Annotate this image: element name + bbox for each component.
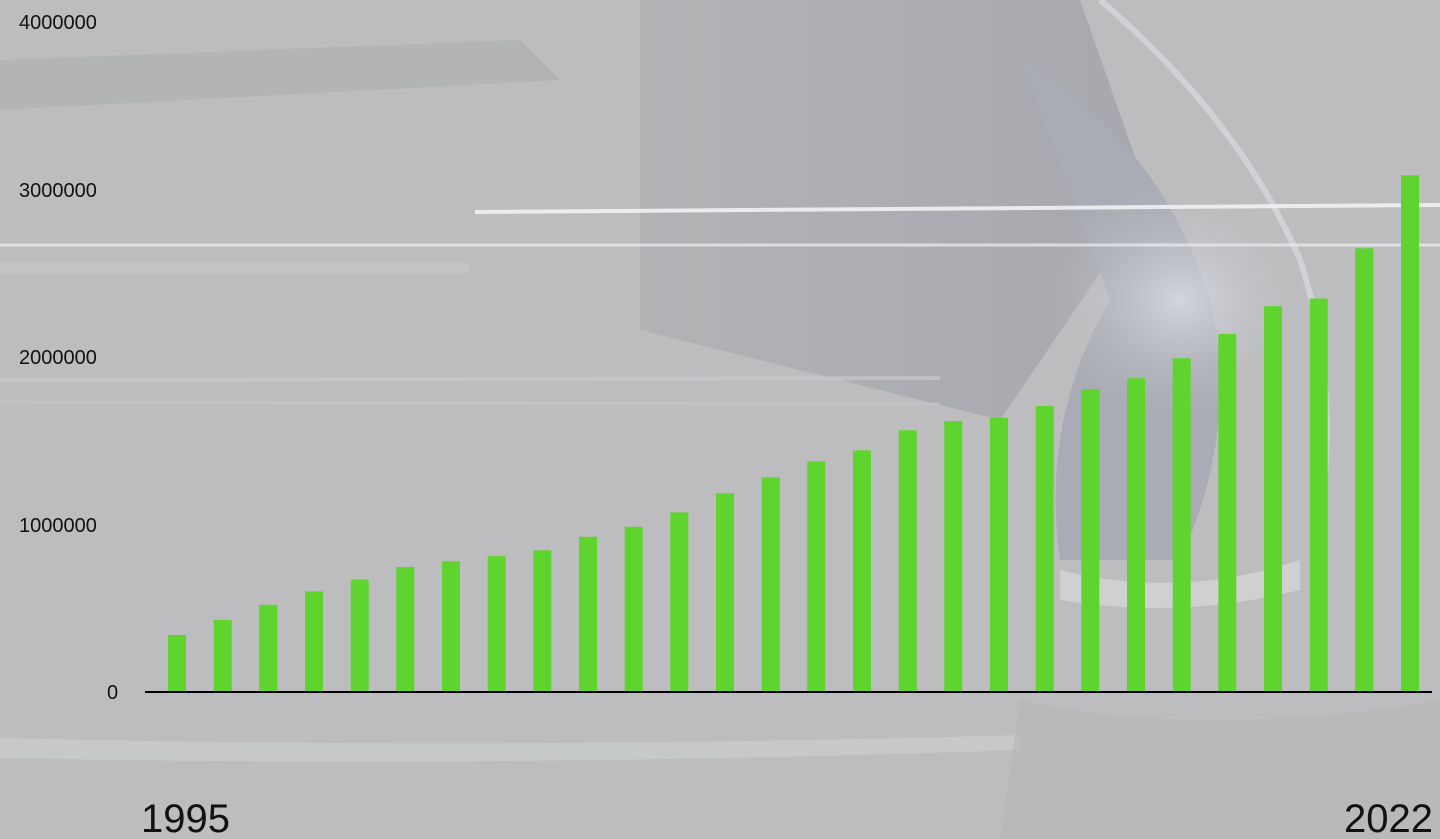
y-tick-label-2000000: 2000000 bbox=[19, 347, 97, 369]
bar-1996 bbox=[213, 619, 232, 692]
y-tick-label-3000000: 3000000 bbox=[19, 180, 97, 202]
bar-2021 bbox=[1355, 248, 1374, 693]
bar-2012 bbox=[944, 421, 963, 692]
bar-2010 bbox=[853, 450, 871, 692]
bar-2013 bbox=[990, 417, 1008, 692]
bar-1997 bbox=[259, 604, 278, 692]
y-tick-label-0: 0 bbox=[107, 682, 118, 704]
bar-2016 bbox=[1127, 378, 1145, 692]
bar-2018 bbox=[1218, 333, 1237, 692]
bar-2001 bbox=[442, 561, 460, 692]
bar-2011 bbox=[898, 430, 917, 692]
y-axis-labels: 4000000 3000000 2000000 1000000 0 bbox=[19, 12, 118, 704]
bar-2003 bbox=[533, 550, 552, 692]
x-label-first-year: 1995 bbox=[141, 797, 230, 839]
bar-2005 bbox=[624, 526, 643, 692]
bar-2015 bbox=[1081, 389, 1100, 692]
bar-2006 bbox=[670, 512, 689, 692]
bar-2004 bbox=[579, 536, 597, 692]
bar-2022 bbox=[1401, 175, 1419, 693]
y-tick-label-1000000: 1000000 bbox=[19, 515, 97, 537]
bar-2009 bbox=[807, 461, 826, 692]
y-tick-label-4000000: 4000000 bbox=[19, 12, 97, 34]
bar-1995 bbox=[168, 635, 186, 692]
bar-2020 bbox=[1309, 298, 1328, 692]
bar-2007 bbox=[716, 493, 734, 692]
bar-2008 bbox=[761, 477, 780, 692]
bar-2017 bbox=[1172, 358, 1191, 692]
x-label-last-year: 2022 bbox=[1344, 797, 1433, 839]
bar-2000 bbox=[396, 567, 415, 692]
bar-1999 bbox=[350, 579, 369, 692]
bar-2002 bbox=[487, 556, 506, 692]
bar-2014 bbox=[1035, 406, 1054, 692]
x-axis-end-labels: 1995 2022 bbox=[141, 797, 1433, 839]
bar-1998 bbox=[305, 591, 323, 693]
bar-2019 bbox=[1264, 306, 1282, 692]
bar-series bbox=[168, 175, 1419, 693]
